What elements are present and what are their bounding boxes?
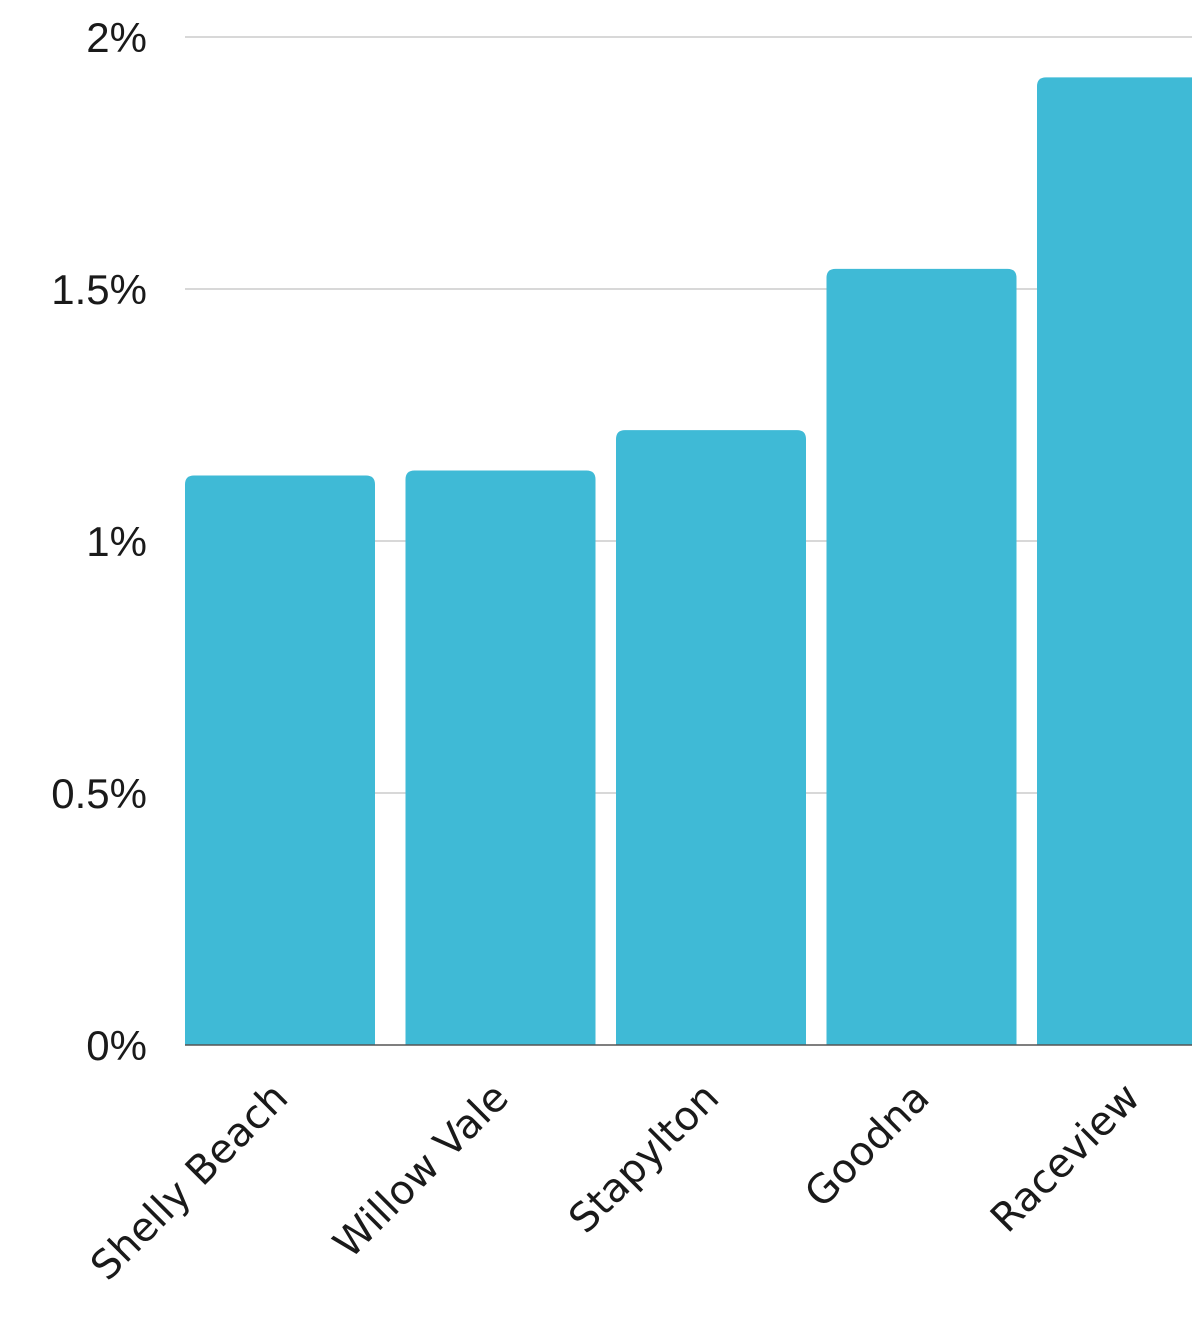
bar-shelly-beach [185, 475, 375, 1046]
x-tick-labels: Shelly Beach Willow Vale Stapylton Goodna Ra… [82, 1075, 1149, 1290]
bar-willow-vale [405, 470, 596, 1045]
y-tick-label: 0.5% [51, 770, 147, 817]
bar-stapylton [616, 430, 806, 1045]
x-tick-label: Willow Vale [325, 1075, 518, 1268]
bar-goodna [826, 268, 1017, 1046]
y-tick-label: 1% [86, 518, 147, 565]
y-tick-labels: 0% 0.5% 1% 1.5% 2% [51, 14, 147, 1069]
bars [185, 77, 1192, 1046]
y-tick-label: 1.5% [51, 266, 147, 313]
x-tick-label: Goodna [796, 1075, 938, 1217]
y-tick-label: 0% [86, 1022, 147, 1069]
bar-raceview [1037, 77, 1192, 1045]
x-tick-label: Raceview [982, 1075, 1149, 1242]
x-tick-label: Stapylton [560, 1075, 728, 1243]
x-tick-label: Shelly Beach [82, 1075, 297, 1290]
y-tick-label: 2% [86, 14, 147, 61]
